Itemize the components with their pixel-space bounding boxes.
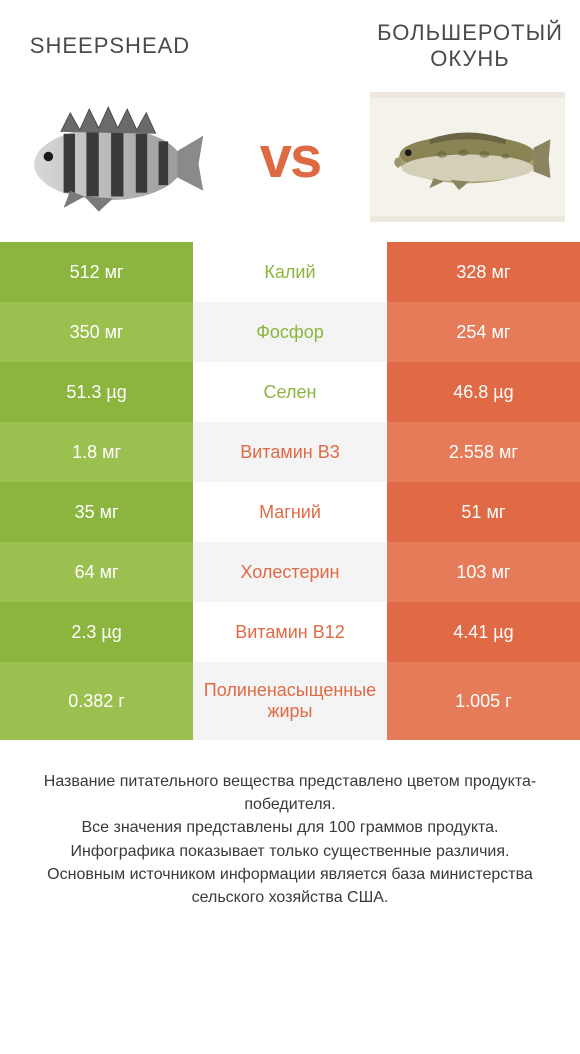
table-row: 2.3 µgВитамин B124.41 µg (0, 602, 580, 662)
footer-line-2: Все значения представлены для 100 граммо… (20, 816, 560, 839)
right-value: 4.41 µg (387, 602, 580, 662)
bass-icon (375, 102, 560, 212)
table-row: 35 мгМагний51 мг (0, 482, 580, 542)
sheepshead-icon (18, 95, 208, 220)
footer-line-3: Инфографика показывает только существенн… (20, 840, 560, 863)
left-value: 51.3 µg (0, 362, 193, 422)
left-value: 35 мг (0, 482, 193, 542)
nutrient-label: Селен (193, 362, 387, 422)
table-row: 0.382 гПолиненасыщенные жиры1.005 г (0, 662, 580, 740)
nutrient-label: Холестерин (193, 542, 387, 602)
table-row: 512 мгКалий328 мг (0, 242, 580, 302)
right-value: 254 мг (387, 302, 580, 362)
infographic-container: Sheepshead Большеротый окунь (0, 0, 580, 1054)
nutrient-label: Витамин B12 (193, 602, 387, 662)
nutrient-label: Витамин B3 (193, 422, 387, 482)
table-row: 1.8 мгВитамин B32.558 мг (0, 422, 580, 482)
left-value: 0.382 г (0, 662, 193, 740)
comparison-table: 512 мгКалий328 мг350 мгФосфор254 мг51.3 … (0, 242, 580, 740)
title-right: Большеротый окунь (370, 20, 570, 72)
footer-text: Название питательного вещества представл… (0, 740, 580, 929)
right-value: 1.005 г (387, 662, 580, 740)
nutrient-label: Калий (193, 242, 387, 302)
right-value: 328 мг (387, 242, 580, 302)
left-value: 350 мг (0, 302, 193, 362)
left-value: 512 мг (0, 242, 193, 302)
footer-line-1: Название питательного вещества представл… (20, 770, 560, 816)
table-row: 350 мгФосфор254 мг (0, 302, 580, 362)
header-row: Sheepshead Большеротый окунь (0, 0, 580, 82)
right-fish-image (370, 92, 565, 222)
nutrient-label: Полиненасыщенные жиры (193, 662, 387, 740)
right-value: 46.8 µg (387, 362, 580, 422)
left-value: 2.3 µg (0, 602, 193, 662)
left-fish-image (15, 92, 210, 222)
images-row: vs (0, 82, 580, 242)
footer-line-4: Основным источником информации является … (20, 863, 560, 909)
right-value: 51 мг (387, 482, 580, 542)
table-row: 51.3 µgСелен46.8 µg (0, 362, 580, 422)
table-row: 64 мгХолестерин103 мг (0, 542, 580, 602)
nutrient-label: Фосфор (193, 302, 387, 362)
left-value: 64 мг (0, 542, 193, 602)
left-value: 1.8 мг (0, 422, 193, 482)
title-left: Sheepshead (10, 33, 210, 59)
right-value: 103 мг (387, 542, 580, 602)
vs-label: vs (260, 124, 321, 191)
right-value: 2.558 мг (387, 422, 580, 482)
nutrient-label: Магний (193, 482, 387, 542)
